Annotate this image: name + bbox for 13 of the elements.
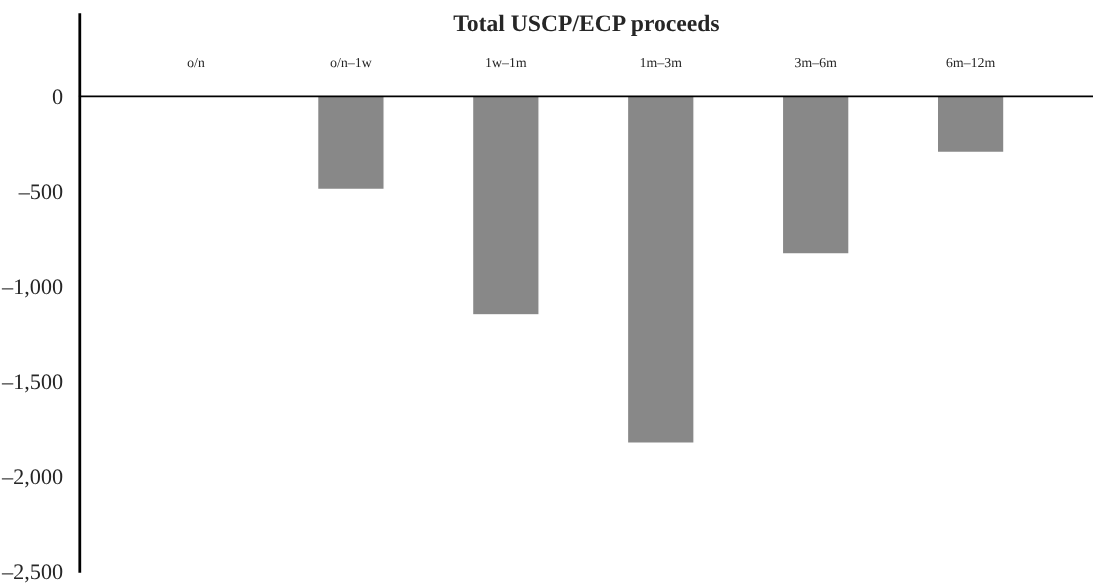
y-tick-label: 0 — [52, 89, 63, 105]
x-tick-label: 3m–6m — [795, 57, 837, 68]
y-tick-label: –2,000 — [1, 469, 63, 488]
y-tick-label: –2,500 — [1, 564, 63, 583]
x-tick-label: o/n — [187, 57, 205, 68]
x-tick-label: 1m–3m — [640, 57, 682, 68]
chart-title: Total USCP/ECP proceeds — [453, 14, 719, 37]
y-tick-label: –500 — [18, 184, 63, 200]
x-tick-label: 1w–1m — [486, 57, 527, 68]
x-tick-label: o/n–1w — [330, 57, 372, 68]
y-tick-label: –1,000 — [1, 279, 63, 298]
x-tick-label: 6m–12m — [946, 57, 996, 68]
y-tick-label: –1,500 — [1, 374, 63, 393]
